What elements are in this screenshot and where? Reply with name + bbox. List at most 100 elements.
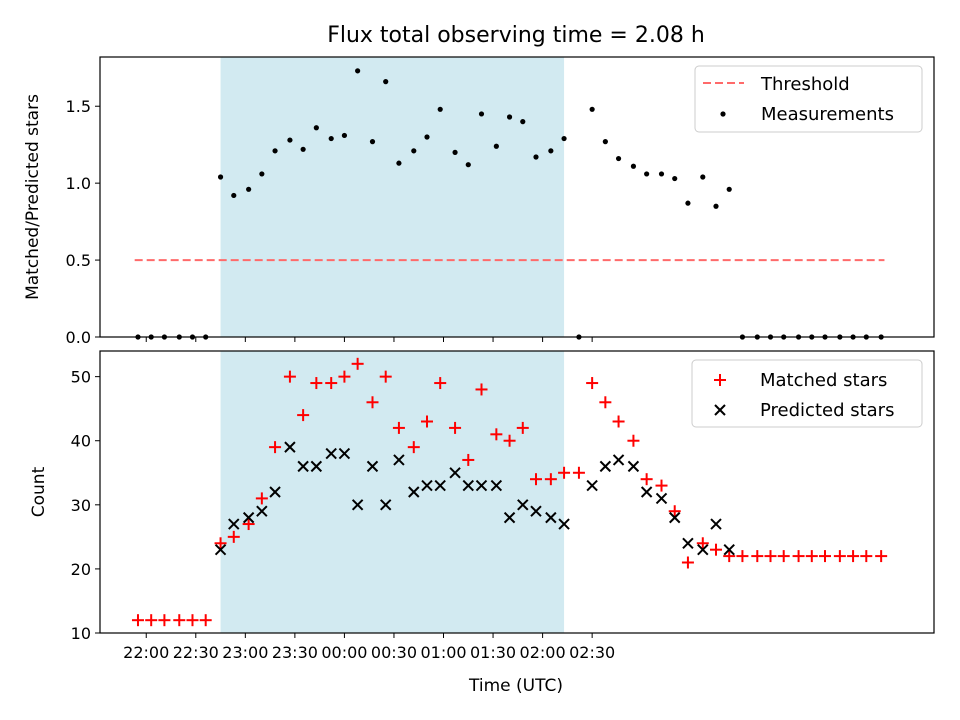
predicted-stars-point xyxy=(449,467,461,479)
matched-stars-point xyxy=(819,550,832,563)
matched-stars-point xyxy=(572,466,585,479)
matched-stars-point xyxy=(490,428,503,441)
predicted-stars-point xyxy=(284,441,296,453)
bottom-marks xyxy=(131,357,888,627)
matched-stars-point xyxy=(833,550,846,563)
measurements-point xyxy=(437,106,443,112)
matched-stars-point xyxy=(255,492,268,505)
y-tick-label: 1.0 xyxy=(66,174,91,193)
measurements-point xyxy=(411,148,417,154)
measurements-point xyxy=(700,174,706,180)
measurements-point xyxy=(272,148,278,154)
x-tick-label: 22:00 xyxy=(123,643,169,662)
matched-stars-point xyxy=(392,421,405,434)
y-tick-label: 0.5 xyxy=(66,251,91,270)
threshold-legend-label: Threshold xyxy=(760,74,850,95)
matched-legend-swatch xyxy=(714,374,726,386)
matched-stars-point xyxy=(214,537,227,550)
predicted-stars-point xyxy=(710,518,722,530)
matched-stars-point xyxy=(723,550,736,563)
predicted-legend-label: Predicted stars xyxy=(760,400,894,421)
chart-title: Flux total observing time = 2.08 h xyxy=(327,23,705,48)
matched-stars-point xyxy=(696,537,709,550)
matched-stars-point xyxy=(131,614,144,627)
predicted-stars-point xyxy=(228,518,240,530)
predicted-stars-point xyxy=(325,447,337,460)
predicted-stars-point xyxy=(338,447,351,460)
x-tick-label: 23:30 xyxy=(272,643,318,662)
bottom-y-axis-label: Count xyxy=(29,466,49,517)
measurements-legend-label: Measurements xyxy=(761,104,894,125)
predicted-stars-point xyxy=(214,543,227,556)
y-tick-label: 30 xyxy=(71,496,91,515)
matched-stars-point xyxy=(777,550,790,563)
matched-stars-point xyxy=(186,614,199,627)
top-panel: Flux total observing time = 2.08 h 0.00.… xyxy=(23,23,935,347)
bottom-axes-frame xyxy=(99,350,935,634)
predicted-legend-swatch xyxy=(714,404,726,416)
x-axis-label: Time (UTC) xyxy=(468,676,563,696)
matched-stars-point xyxy=(462,453,475,466)
predicted-stars-point xyxy=(586,479,598,492)
matched-stars-point xyxy=(586,377,599,390)
measurements-point xyxy=(615,155,622,162)
predicted-stars-point xyxy=(682,537,694,549)
predicted-stars-point xyxy=(393,454,405,466)
x-tick-label: 00:30 xyxy=(371,643,417,662)
predicted-stars-point xyxy=(310,460,323,473)
top-y-ticks: 0.0 0.5 1.0 1.5 xyxy=(66,97,100,347)
predicted-stars-point xyxy=(517,499,529,511)
measurements-point xyxy=(341,132,348,139)
predicted-stars-point xyxy=(640,486,653,498)
matched-stars-point xyxy=(544,473,557,486)
predicted-stars-point xyxy=(462,479,474,492)
predicted-stars-point xyxy=(503,511,516,524)
y-tick-label: 50 xyxy=(71,368,91,387)
measurements-point xyxy=(478,111,485,117)
x-tick-label: 23:00 xyxy=(222,643,268,662)
measurements-point xyxy=(246,186,252,192)
predicted-stars-point xyxy=(379,499,392,511)
measurements-point xyxy=(602,139,608,145)
predicted-stars-point xyxy=(545,511,557,524)
matched-stars-point xyxy=(599,396,612,409)
measurements-point xyxy=(506,114,513,120)
x-tick-label: 00:00 xyxy=(321,643,367,662)
measurements-point xyxy=(313,125,319,131)
predicted-stars-point xyxy=(297,460,309,473)
matched-stars-point xyxy=(338,370,351,383)
matched-stars-point xyxy=(681,556,694,569)
measurements-point xyxy=(396,160,402,166)
y-tick-label: 20 xyxy=(71,560,91,579)
matched-stars-point xyxy=(640,473,653,486)
predicted-stars-point xyxy=(599,460,612,473)
measurements-point xyxy=(259,171,265,177)
y-tick-label: 1.5 xyxy=(66,97,91,116)
matched-stars-point xyxy=(199,614,212,627)
bottom-panel: 10 20 30 40 50 22:00 22:30 23:00 23:30 00:00 00:3… xyxy=(29,350,935,696)
bottom-y-ticks: 10 20 30 40 50 xyxy=(71,368,100,643)
predicted-stars-point xyxy=(612,454,625,466)
matched-stars-point xyxy=(173,614,186,627)
matched-stars-point xyxy=(227,530,240,543)
top-y-axis-label: Matched/Predicted stars xyxy=(23,94,43,300)
measurements-point xyxy=(300,146,306,152)
measurements-point xyxy=(630,163,637,169)
x-tick-label: 01:30 xyxy=(470,643,516,662)
predicted-stars-point xyxy=(558,518,570,530)
predicted-stars-point xyxy=(408,486,420,498)
top-axes-frame xyxy=(99,56,935,338)
measurements-point xyxy=(369,139,376,145)
measurements-point xyxy=(465,162,471,168)
measurements-point xyxy=(644,171,650,177)
y-tick-label: 40 xyxy=(71,432,91,451)
matched-stars-point xyxy=(805,550,818,563)
measurements-point xyxy=(328,135,334,142)
matched-stars-point xyxy=(420,415,433,428)
x-tick-label: 02:30 xyxy=(569,643,615,662)
matched-stars-point xyxy=(792,550,805,563)
predicted-stars-point xyxy=(669,511,681,524)
top-legend-box xyxy=(694,65,923,133)
predicted-stars-point xyxy=(723,543,735,556)
